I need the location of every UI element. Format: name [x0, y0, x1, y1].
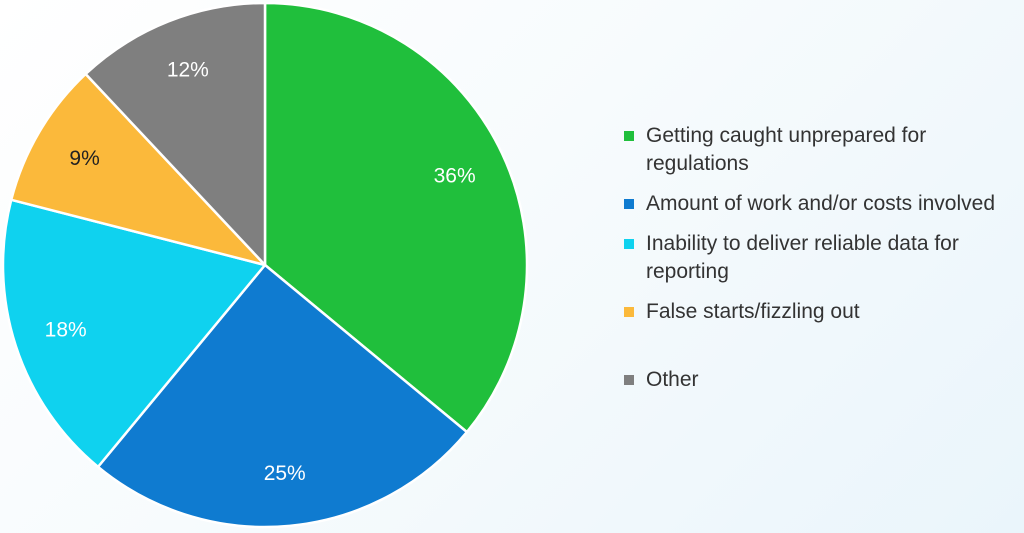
legend-swatch: [624, 375, 634, 385]
legend-label: Getting caught unprepared for regulation…: [646, 124, 927, 175]
pie-slice-false-starts-fizzling-out: [9, 72, 267, 267]
pie-slice-amount-of-work-and-or-costs-involved: [96, 263, 469, 529]
legend-label: Other: [646, 368, 699, 391]
legend-item-work-costs: Amount of work and/or costs involved: [624, 190, 1019, 218]
legend: Getting caught unprepared for regulation…: [624, 122, 1019, 394]
pie-slice-getting-caught-unprepared-for-regulations: [263, 1, 529, 434]
legend-swatch: [624, 239, 634, 249]
legend-item-other: Other: [624, 366, 1019, 394]
legend-label: Inability to deliver reliable data for r…: [646, 232, 959, 283]
pie-slice-other: [84, 1, 267, 267]
data-label-getting-caught-unprepared-for-regulations: 36%: [434, 164, 476, 187]
legend-swatch: [624, 131, 634, 141]
data-label-false-starts-fizzling-out: 9%: [69, 147, 99, 170]
pie-slice-inability-to-deliver-reliable-data-for-reporting: [1, 198, 267, 469]
legend-item-false-starts: False starts/fizzling out: [624, 298, 1019, 326]
legend-item-unprepared-regulations: Getting caught unprepared for regulation…: [624, 122, 1019, 178]
legend-swatch: [624, 307, 634, 317]
legend-item-reliable-data: Inability to deliver reliable data for r…: [624, 230, 1019, 286]
data-label-amount-of-work-and-or-costs-involved: 25%: [264, 462, 306, 485]
data-label-inability-to-deliver-reliable-data-for-reporting: 18%: [45, 318, 87, 341]
legend-swatch: [624, 199, 634, 209]
legend-label: Amount of work and/or costs involved: [646, 192, 996, 215]
legend-label: False starts/fizzling out: [646, 300, 860, 323]
data-label-other: 12%: [167, 59, 209, 82]
